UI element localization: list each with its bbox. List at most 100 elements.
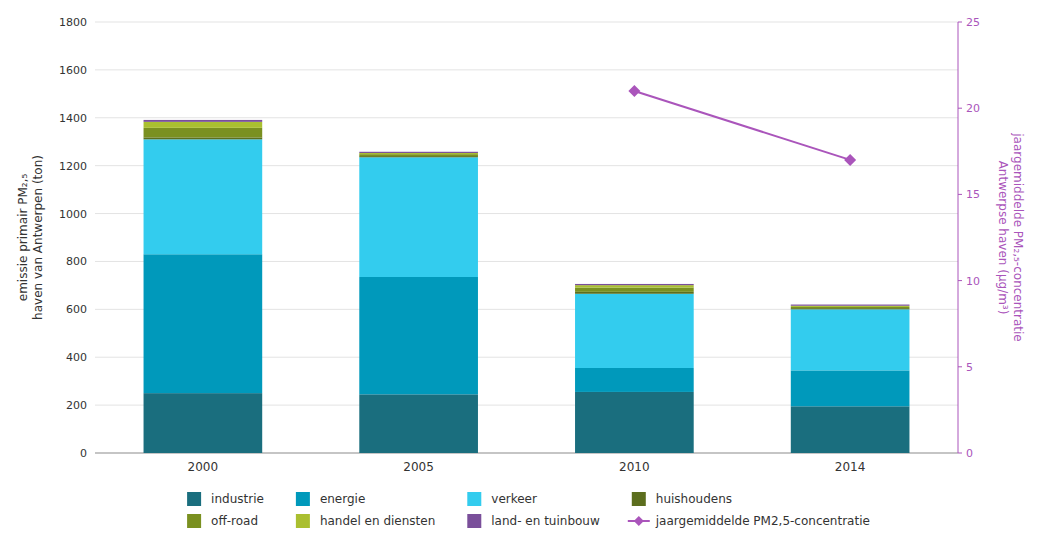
bar (575, 392, 694, 453)
bar (359, 156, 478, 157)
grid-line (95, 22, 958, 23)
legend-label: industrie (211, 492, 264, 506)
y2-tick (958, 22, 962, 23)
bar (575, 285, 694, 287)
legend-label: verkeer (491, 492, 537, 506)
bar (359, 154, 478, 156)
y-tick-label: 1400 (59, 112, 87, 125)
y2-tick-label: 20 (966, 102, 980, 115)
legend-swatch-marker (634, 516, 644, 526)
bar-series (144, 122, 910, 307)
y-tick-label: 800 (66, 255, 87, 268)
bar (575, 288, 694, 292)
legend-item: verkeer (467, 492, 537, 506)
legend-swatch (187, 492, 201, 506)
legend-label: off-road (211, 514, 258, 528)
bar (791, 406, 910, 453)
bar (575, 294, 694, 368)
bar (575, 284, 694, 285)
marker (628, 85, 640, 97)
bar-series (144, 128, 910, 308)
legend-item: energie (296, 492, 365, 506)
legend-label: jaargemiddelde PM2,5-concentratie (655, 514, 870, 528)
y2-tick-label: 10 (966, 275, 980, 288)
y2-tick (958, 366, 962, 367)
bar (144, 128, 263, 138)
bar-series (144, 137, 910, 309)
bar (575, 292, 694, 294)
bar-series (144, 139, 910, 370)
y-tick-label: 600 (66, 303, 87, 316)
y2-axis-label-line: Antwerpse haven (μg/m³) (996, 161, 1010, 315)
legend-swatch (187, 514, 201, 528)
bar (144, 393, 263, 453)
bar (575, 368, 694, 392)
bar (144, 254, 263, 393)
bar-series (144, 254, 910, 406)
legend-item: huishoudens (632, 492, 732, 506)
bar (144, 120, 263, 122)
chart-svg: 020040060080010001200140016001800emissie… (0, 0, 1053, 541)
bar (791, 370, 910, 406)
legend-label: handel en diensten (320, 514, 435, 528)
bar (791, 308, 910, 309)
y-tick-label: 200 (66, 399, 87, 412)
y2-axis-label: jaargemiddelde PM₂,₅-concentratieAntwerp… (996, 132, 1025, 341)
grid-line (95, 117, 958, 118)
bar (791, 306, 910, 307)
bar-series (144, 120, 910, 306)
legend-item: handel en diensten (296, 514, 435, 528)
y2-tick (958, 194, 962, 195)
bar (359, 394, 478, 453)
y2-tick-label: 15 (966, 188, 980, 201)
y-axis: 0 200 400 600 800 1000 1200 1400 1600 1800 emissie… (16, 16, 88, 460)
legend: industrie energie verkeer huishoudens off-ro… (187, 492, 870, 528)
legend-swatch (467, 514, 481, 528)
chart-container: 020040060080010001200140016001800emissie… (0, 0, 1053, 541)
line-series (628, 85, 856, 166)
y-axis-label-line: haven van Antwerpen (ton) (31, 155, 45, 320)
line (634, 91, 850, 160)
y2-tick (958, 108, 962, 109)
y-tick-label: 1800 (59, 16, 87, 29)
bar (791, 307, 910, 308)
legend-swatch (632, 492, 646, 506)
y2-tick-label: 25 (966, 16, 980, 29)
y-axis-label: emissie primair PM₂,₅haven van Antwerpen… (16, 155, 45, 320)
marker (844, 154, 856, 166)
y-tick-label: 400 (66, 351, 87, 364)
bar (144, 122, 263, 128)
bar (791, 305, 910, 306)
x-tick-label: 2000 (188, 460, 219, 474)
legend-item: land- en tuinbouw (467, 514, 600, 528)
y2-tick-label: 5 (966, 361, 973, 374)
x-tick-label: 2005 (403, 460, 434, 474)
bar (791, 309, 910, 370)
y2-tick (958, 280, 962, 281)
y2-axis: 0 5 10 15 20 25 jaargemiddelde PM₂,₅-concentra… (958, 16, 1025, 460)
legend-swatch (467, 492, 481, 506)
y-tick-label: 0 (80, 447, 87, 460)
legend-label: energie (320, 492, 365, 506)
y-tick-label: 1200 (59, 160, 87, 173)
y2-tick-label: 0 (966, 447, 973, 460)
bar (359, 152, 478, 153)
y-tick-label: 1000 (59, 208, 87, 221)
bar (144, 137, 263, 139)
y-tick-label: 1600 (59, 64, 87, 77)
bar (144, 139, 263, 254)
y2-axis-line (958, 22, 959, 453)
bar (359, 153, 478, 154)
x-tick-label: 2010 (619, 460, 650, 474)
x-axis: 2000200520102014 (95, 453, 958, 474)
bar (359, 157, 478, 277)
bar (359, 277, 478, 394)
y2-tick (958, 453, 962, 454)
legend-item: jaargemiddelde PM2,5-concentratie (628, 514, 870, 528)
legend-label: huishoudens (656, 492, 732, 506)
legend-item: off-road (187, 514, 258, 528)
page: {"chart_data": { "type": "bar", "stacked… (0, 0, 1053, 541)
plot-data (144, 85, 910, 453)
grid-line (95, 69, 958, 70)
y-axis-label-line: emissie primair PM₂,₅ (16, 174, 30, 302)
